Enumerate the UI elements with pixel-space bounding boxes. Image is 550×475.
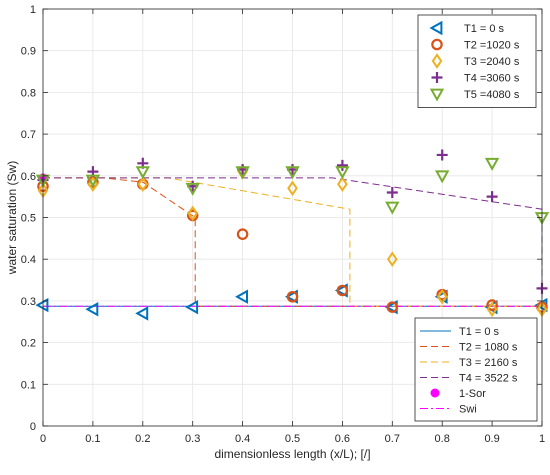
- legend-line-label: Swi: [459, 404, 477, 416]
- legend-dot-swatch: [430, 388, 440, 398]
- markers-layer: [35, 149, 550, 321]
- data-point: [235, 166, 250, 180]
- data-point: [185, 182, 200, 196]
- data-point: [386, 301, 399, 313]
- data-point: [486, 301, 498, 318]
- data-point: [436, 288, 448, 305]
- y-tick-label: 0.4: [21, 254, 36, 266]
- x-tick-label: 0.6: [335, 433, 350, 445]
- data-point: [235, 289, 248, 304]
- x-tick-label: 0.5: [285, 433, 300, 445]
- data-point: [85, 174, 101, 188]
- legend-marker-label: T4 =3060 s: [464, 73, 520, 85]
- data-point: [187, 205, 199, 222]
- y-tick-label: 0: [30, 421, 36, 433]
- legend-marker-swatch: [431, 38, 443, 51]
- legend-marker-label: T3 =2040 s: [464, 56, 520, 68]
- data-point: [135, 166, 150, 180]
- legend-lines: T1 = 0 s T2 = 1080 s T3 = 2160 s T4 = 3522 …: [414, 317, 538, 422]
- data-point: [137, 176, 149, 192]
- data-point: [386, 251, 398, 268]
- data-point: [85, 302, 99, 317]
- x-tick-label: 0.8: [435, 433, 450, 445]
- legend-line-label: T2 = 1080 s: [459, 342, 518, 354]
- y-tick-label: 0.6: [21, 171, 36, 183]
- y-axis-label: water saturation (Sw): [5, 161, 19, 275]
- x-tick-label: 0: [40, 433, 46, 445]
- y-tick-label: 1: [30, 4, 36, 16]
- x-tick-label: 0.7: [385, 433, 400, 445]
- data-point: [436, 149, 448, 161]
- y-tick-label: 0.7: [21, 129, 36, 141]
- y-tick-label: 0.9: [21, 46, 36, 58]
- data-point: [337, 176, 348, 192]
- legend-line-label: T4 = 3522 s: [459, 373, 518, 385]
- legend-line-label: 1-Sor: [459, 388, 486, 400]
- legend-marker-label: T2 =1020 s: [464, 40, 520, 52]
- legend-marker-swatch: [429, 88, 445, 102]
- legend-marker-swatch: [431, 72, 443, 83]
- data-point: [185, 299, 199, 315]
- legend-marker-label: T1 = 0 s: [464, 23, 505, 35]
- data-point: [35, 297, 49, 313]
- legend-marker-label: T5 =4080 s: [464, 89, 520, 101]
- data-point: [385, 201, 400, 215]
- x-axis-label: dimensionless length (x/L); [/]: [214, 447, 370, 461]
- y-tick-label: 0.2: [21, 338, 36, 350]
- legend-marker-swatch: [431, 53, 443, 69]
- legend-line-label: T1 = 0 s: [459, 326, 500, 338]
- data-point: [435, 170, 450, 184]
- legend-line-label: T3 = 2160 s: [459, 357, 518, 369]
- y-tick-label: 0.3: [21, 296, 36, 308]
- data-point: [336, 284, 349, 297]
- x-tick-label: 1: [539, 433, 545, 445]
- data-point: [486, 191, 498, 203]
- data-point: [335, 166, 350, 180]
- x-tick-label: 0.1: [85, 433, 100, 445]
- legend-marker-swatch: [429, 20, 443, 36]
- data-point: [285, 166, 300, 180]
- legend-markers: T1 = 0 s T2 =1020 s T3 =2040 s T4 =3060 s T5…: [417, 14, 537, 108]
- y-tick-label: 0.1: [21, 379, 36, 391]
- y-tick-label: 0.5: [21, 213, 36, 225]
- data-point: [386, 186, 398, 198]
- data-point: [135, 306, 149, 321]
- data-point: [236, 228, 249, 240]
- data-point: [336, 159, 348, 171]
- data-point: [484, 157, 500, 171]
- ticks-layer: 0 0.1 0.2 0.3 0.4 0.5 0.6 0.7 0.8 0.9 1 0 0.1 0.2 0.3 0…: [21, 4, 545, 445]
- x-tick-label: 0.2: [135, 433, 150, 445]
- x-tick-label: 0.3: [185, 433, 200, 445]
- data-point: [486, 299, 498, 311]
- data-point: [287, 180, 298, 197]
- legend-lines-box: [414, 317, 538, 422]
- line-series-4: [43, 177, 543, 307]
- data-point: [286, 290, 299, 303]
- x-tick-label: 0.9: [484, 433, 499, 445]
- y-tick-label: 0.8: [21, 87, 36, 99]
- x-tick-label: 0.4: [235, 433, 250, 445]
